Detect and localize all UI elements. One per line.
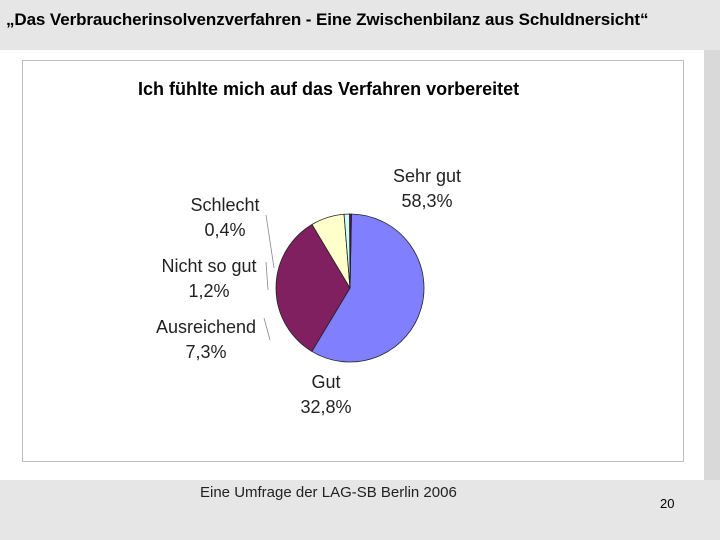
leader-line xyxy=(265,261,269,291)
leader-line xyxy=(263,317,271,341)
slide-title: „Das Verbraucherinsolvenzverfahren - Ein… xyxy=(6,10,649,29)
slice-label: Schlecht xyxy=(190,195,259,215)
footer-source: Eine Umfrage der LAG-SB Berlin 2006 xyxy=(200,484,457,501)
page-number: 20 xyxy=(660,496,675,511)
slice-value-label: 1,2% xyxy=(188,281,229,301)
pie-slice-sehr-gut xyxy=(311,213,425,363)
slice-label: Gut xyxy=(311,372,340,392)
pie-slice-gut xyxy=(275,223,351,352)
chart-title: Ich fühlte mich auf das Verfahren vorber… xyxy=(138,79,519,99)
slice-label: Ausreichend xyxy=(156,317,256,337)
slice-label: Nicht so gut xyxy=(161,256,256,276)
slice-value-label: 58,3% xyxy=(401,191,452,211)
slice-value-label: 32,8% xyxy=(300,397,351,417)
slice-value-label: 0,4% xyxy=(204,220,245,240)
side-strip xyxy=(704,50,720,480)
slice-value-label: 7,3% xyxy=(185,342,226,362)
pie-slice-schlecht xyxy=(349,213,352,289)
slice-label: Sehr gut xyxy=(393,166,461,186)
leader-line xyxy=(265,214,275,269)
